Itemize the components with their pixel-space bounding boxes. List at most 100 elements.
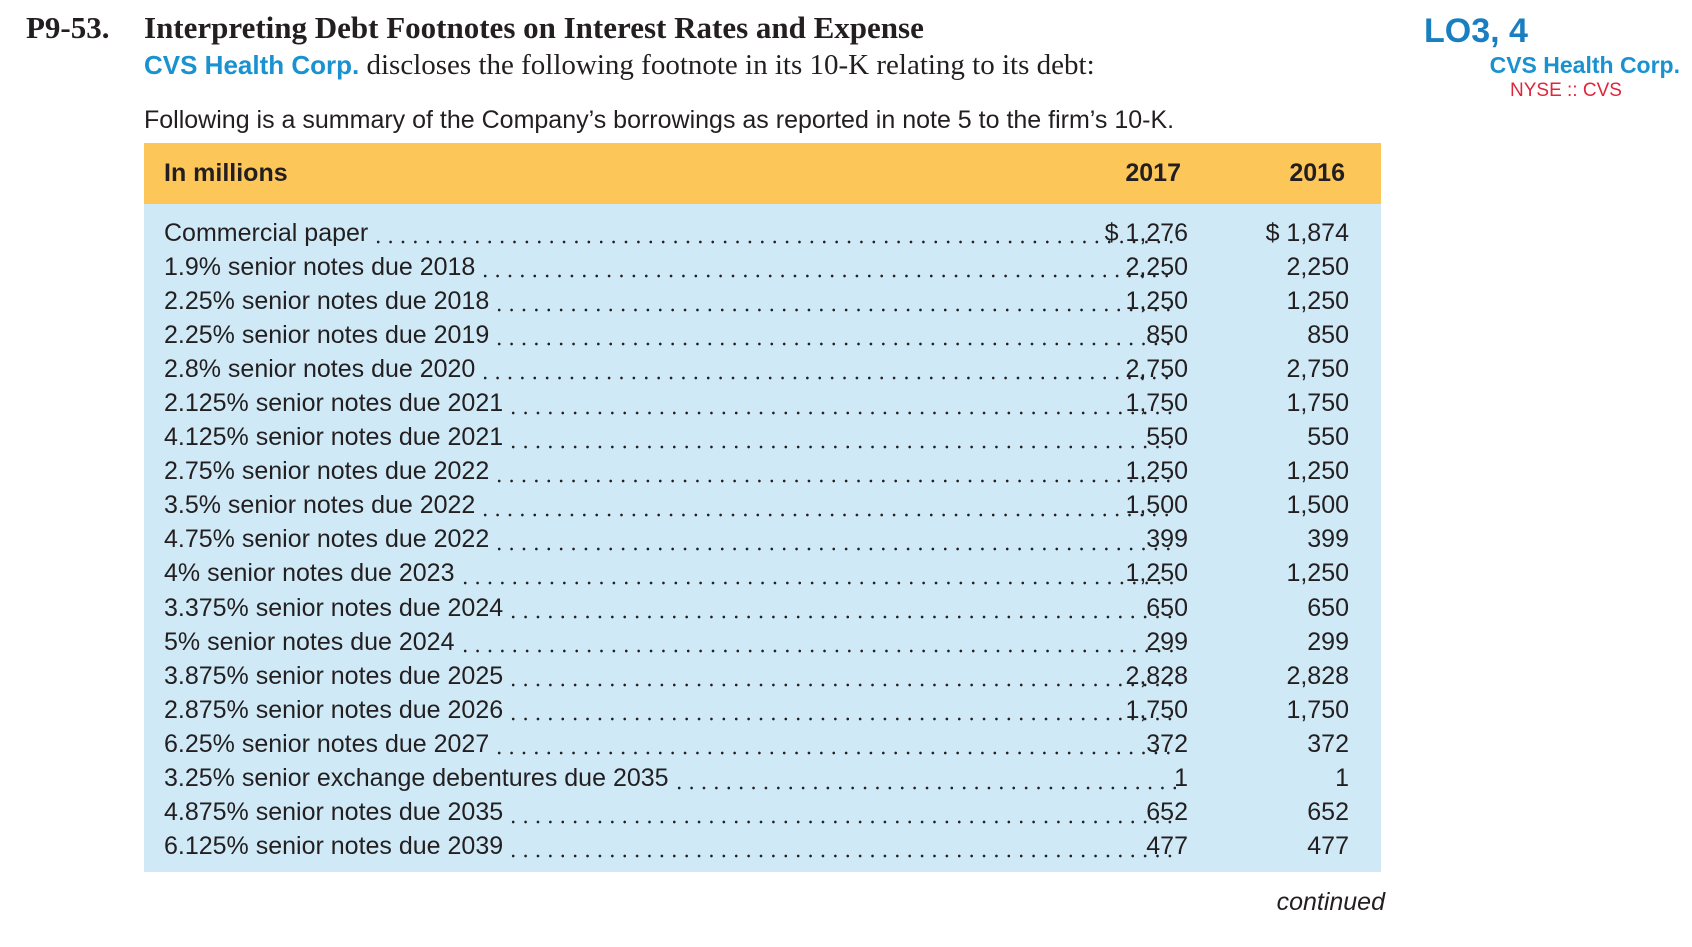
value-2016: 850 xyxy=(1307,320,1349,349)
table-row: 2.8% senior notes due 2020 2,750 2,750 xyxy=(144,352,1381,386)
dot-leader xyxy=(493,526,1176,553)
dot-leader xyxy=(372,220,1176,247)
value-2016: 2,750 xyxy=(1286,354,1349,383)
table-row: Commercial paper $ 1,276 $ 1,874 xyxy=(144,216,1381,250)
dot-leader xyxy=(458,560,1176,587)
value-2016: 550 xyxy=(1307,423,1349,452)
row-label: 4.125% senior notes due 2021 xyxy=(164,423,504,452)
row-label: 3.875% senior notes due 2025 xyxy=(164,661,504,690)
intro-rest: discloses the following footnote in its … xyxy=(359,49,1095,81)
row-label: 4% senior notes due 2023 xyxy=(164,559,455,588)
row-label: 2.8% senior notes due 2020 xyxy=(164,354,476,383)
value-2017: 372 xyxy=(1146,729,1188,758)
table-row: 1.9% senior notes due 2018 2,250 2,250 xyxy=(144,250,1381,284)
dot-leader xyxy=(507,595,1176,622)
row-label: 3.25% senior exchange debentures due 203… xyxy=(164,764,669,793)
dot-leader xyxy=(479,492,1176,519)
value-2016: 1,750 xyxy=(1286,695,1349,724)
table-body: Commercial paper $ 1,276 $ 1,874 1.9% senio… xyxy=(144,204,1381,872)
row-label: 4.75% senior notes due 2022 xyxy=(164,525,490,554)
header-2016: 2016 xyxy=(1289,159,1345,187)
value-2017: 550 xyxy=(1146,423,1188,452)
value-2016: 652 xyxy=(1307,798,1349,827)
value-2016: 399 xyxy=(1307,525,1349,554)
continued-label: continued xyxy=(1276,888,1385,916)
row-label: 2.75% senior notes due 2022 xyxy=(164,457,490,486)
value-2017: 299 xyxy=(1146,627,1188,656)
table-row: 6.125% senior notes due 2039 477 477 xyxy=(144,830,1381,864)
dot-leader xyxy=(493,288,1176,315)
dot-leader xyxy=(507,833,1176,860)
table-row: 4.875% senior notes due 2035 652 652 xyxy=(144,796,1381,830)
dot-leader xyxy=(507,390,1176,417)
table-row: 3.875% senior notes due 2025 2,828 2,828 xyxy=(144,659,1381,693)
header-2017: 2017 xyxy=(1125,159,1181,187)
table-row: 5% senior notes due 2024 299 299 xyxy=(144,625,1381,659)
dot-leader xyxy=(493,322,1176,349)
row-label: 6.25% senior notes due 2027 xyxy=(164,729,490,758)
table-row: 4% senior notes due 2023 1,250 1,250 xyxy=(144,557,1381,591)
table-row: 2.25% senior notes due 2018 1,250 1,250 xyxy=(144,284,1381,318)
table-row: 2.875% senior notes due 2026 1,750 1,750 xyxy=(144,693,1381,727)
value-2016: 1,500 xyxy=(1286,491,1349,520)
value-2017: 650 xyxy=(1146,593,1188,622)
value-2017: 652 xyxy=(1146,798,1188,827)
dot-leader xyxy=(479,254,1176,281)
dot-leader xyxy=(507,697,1176,724)
value-2016: 1,250 xyxy=(1286,457,1349,486)
row-label: 2.25% senior notes due 2019 xyxy=(164,320,490,349)
header-label: In millions xyxy=(164,159,288,187)
side-company-name: CVS Health Corp. xyxy=(1489,52,1680,78)
table-row: 3.25% senior exchange debentures due 203… xyxy=(144,762,1381,796)
row-label: 3.5% senior notes due 2022 xyxy=(164,491,476,520)
table-row: 6.25% senior notes due 2027 372 372 xyxy=(144,727,1381,761)
value-2016: 650 xyxy=(1307,593,1349,622)
dot-leader xyxy=(507,799,1176,826)
summary-text: Following is a summary of the Company’s … xyxy=(144,106,1175,134)
value-2017: 2,828 xyxy=(1125,661,1188,690)
value-2017: 1,750 xyxy=(1125,695,1188,724)
value-2017: 2,750 xyxy=(1125,354,1188,383)
dot-leader xyxy=(507,663,1176,690)
problem-title: Interpreting Debt Footnotes on Interest … xyxy=(144,10,924,45)
row-label: 2.125% senior notes due 2021 xyxy=(164,389,504,418)
value-2017: 1,250 xyxy=(1125,286,1188,315)
value-2017: 1,250 xyxy=(1125,559,1188,588)
table-header: In millions 2017 2016 xyxy=(144,143,1381,204)
table-row: 4.75% senior notes due 2022 399 399 xyxy=(144,523,1381,557)
value-2016: $ 1,874 xyxy=(1265,218,1349,247)
row-label: Commercial paper xyxy=(164,218,369,247)
value-2016: 299 xyxy=(1307,627,1349,656)
value-2016: 2,828 xyxy=(1286,661,1349,690)
row-label: 2.875% senior notes due 2026 xyxy=(164,695,504,724)
value-2017: 1,500 xyxy=(1125,491,1188,520)
row-label: 1.9% senior notes due 2018 xyxy=(164,252,476,281)
value-2017: 1,750 xyxy=(1125,389,1188,418)
learning-objectives: LO3, 4 xyxy=(1424,12,1528,50)
value-2017: 477 xyxy=(1146,832,1188,861)
dot-leader xyxy=(479,356,1176,383)
value-2016: 372 xyxy=(1307,729,1349,758)
value-2017: 399 xyxy=(1146,525,1188,554)
value-2016: 1,250 xyxy=(1286,286,1349,315)
intro-text: CVS Health Corp. discloses the following… xyxy=(144,49,1095,82)
dot-leader xyxy=(493,731,1176,758)
value-2017: 850 xyxy=(1146,320,1188,349)
company-name: CVS Health Corp. xyxy=(144,50,360,80)
table-row: 2.25% senior notes due 2019 850 850 xyxy=(144,318,1381,352)
table-row: 3.5% senior notes due 2022 1,500 1,500 xyxy=(144,489,1381,523)
table-row: 3.375% senior notes due 2024 650 650 xyxy=(144,591,1381,625)
problem-number: P9-53. xyxy=(26,10,110,45)
dot-leader xyxy=(672,765,1176,792)
dot-leader xyxy=(507,424,1176,451)
row-label: 5% senior notes due 2024 xyxy=(164,627,455,656)
table-row: 2.125% senior notes due 2021 1,750 1,750 xyxy=(144,386,1381,420)
value-2016: 1,250 xyxy=(1286,559,1349,588)
value-2017: 1,250 xyxy=(1125,457,1188,486)
dot-leader xyxy=(458,629,1176,656)
value-2016: 477 xyxy=(1307,832,1349,861)
value-2016: 1,750 xyxy=(1286,389,1349,418)
value-2017: 1 xyxy=(1174,764,1188,793)
row-label: 4.875% senior notes due 2035 xyxy=(164,798,504,827)
table-row: 2.75% senior notes due 2022 1,250 1,250 xyxy=(144,455,1381,489)
